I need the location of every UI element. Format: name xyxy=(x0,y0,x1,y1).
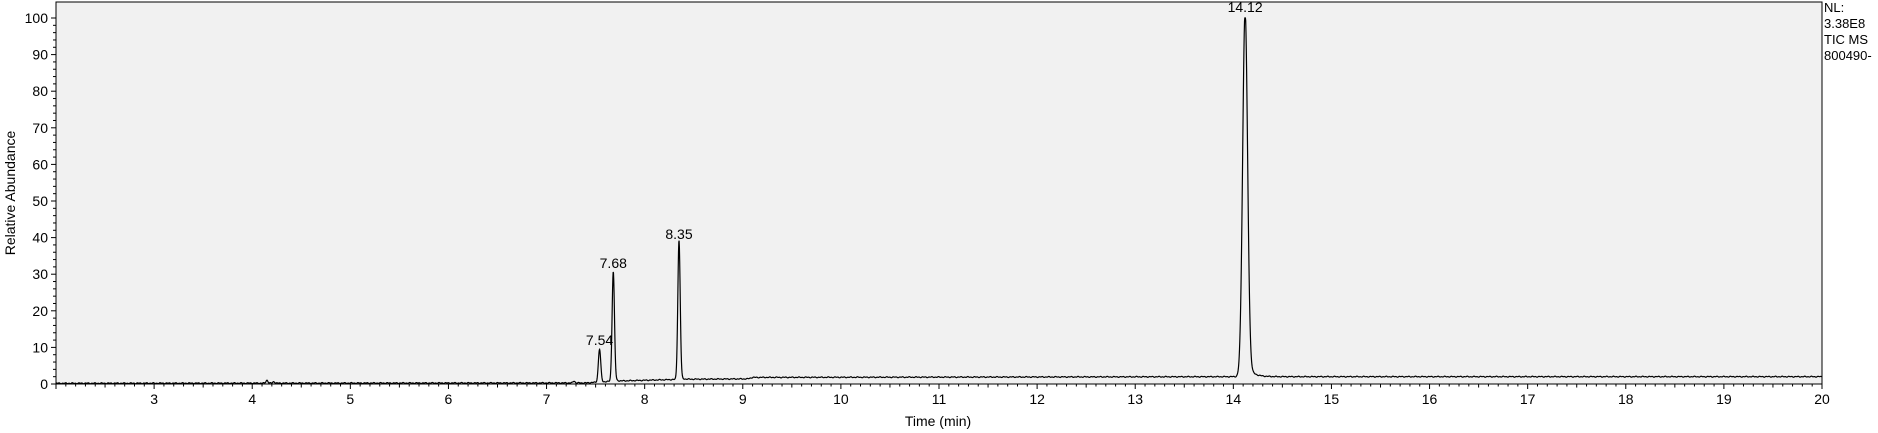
x-tick-label: 9 xyxy=(739,391,747,407)
x-tick-label: 5 xyxy=(346,391,354,407)
y-tick-label: 10 xyxy=(32,339,48,355)
x-tick-label: 3 xyxy=(150,391,158,407)
x-tick-label: 6 xyxy=(445,391,453,407)
peak-label: 8.35 xyxy=(665,226,692,242)
y-tick-label: 50 xyxy=(32,193,48,209)
y-tick-label: 60 xyxy=(32,156,48,172)
x-tick-label: 20 xyxy=(1814,391,1830,407)
y-tick-label: 100 xyxy=(25,10,49,26)
tic-trace-line xyxy=(55,17,1823,385)
x-tick-label: 11 xyxy=(932,391,947,407)
info-line: TIC MS xyxy=(1824,32,1868,47)
y-tick-label: 70 xyxy=(32,120,48,136)
x-tick-label: 13 xyxy=(1127,391,1143,407)
y-axis-title: Relative Abundance xyxy=(2,131,18,256)
x-tick-label: 16 xyxy=(1422,391,1438,407)
info-line: 800490- xyxy=(1824,48,1872,63)
y-tick-label: 0 xyxy=(40,376,48,392)
y-tick-label: 80 xyxy=(32,83,48,99)
x-tick-label: 10 xyxy=(833,391,849,407)
y-tick-label: 40 xyxy=(32,230,48,246)
x-tick-label: 15 xyxy=(1324,391,1340,407)
x-axis-title: Time (min) xyxy=(905,413,971,429)
x-tick-label: 17 xyxy=(1520,391,1536,407)
peak-label: 14.12 xyxy=(1228,0,1263,15)
peak-labels: 7.54 7.68 8.35 14.12 xyxy=(586,0,1263,348)
peak-label: 7.54 xyxy=(586,332,613,348)
y-tick-label: 30 xyxy=(32,266,48,282)
plot-area xyxy=(55,1,1823,385)
x-tick-label: 8 xyxy=(641,391,649,407)
info-line: 3.38E8 xyxy=(1824,16,1865,31)
x-tick-label: 19 xyxy=(1716,391,1732,407)
x-tick-label: 12 xyxy=(1029,391,1045,407)
y-axis: 0 10 20 30 40 50 60 70 80 90 100 xyxy=(25,10,56,392)
peak-label: 7.68 xyxy=(600,255,627,271)
x-tick-label: 4 xyxy=(248,391,256,407)
info-line: NL: xyxy=(1824,0,1844,15)
x-axis: 3 4 5 6 7 8 9 10 11 12 13 14 15 16 17 18 19 20 xyxy=(55,384,1830,407)
y-tick-label: 20 xyxy=(32,303,48,319)
x-tick-label: 18 xyxy=(1618,391,1634,407)
x-tick-label: 7 xyxy=(543,391,551,407)
x-tick-label: 14 xyxy=(1226,391,1242,407)
y-tick-label: 90 xyxy=(32,47,48,63)
